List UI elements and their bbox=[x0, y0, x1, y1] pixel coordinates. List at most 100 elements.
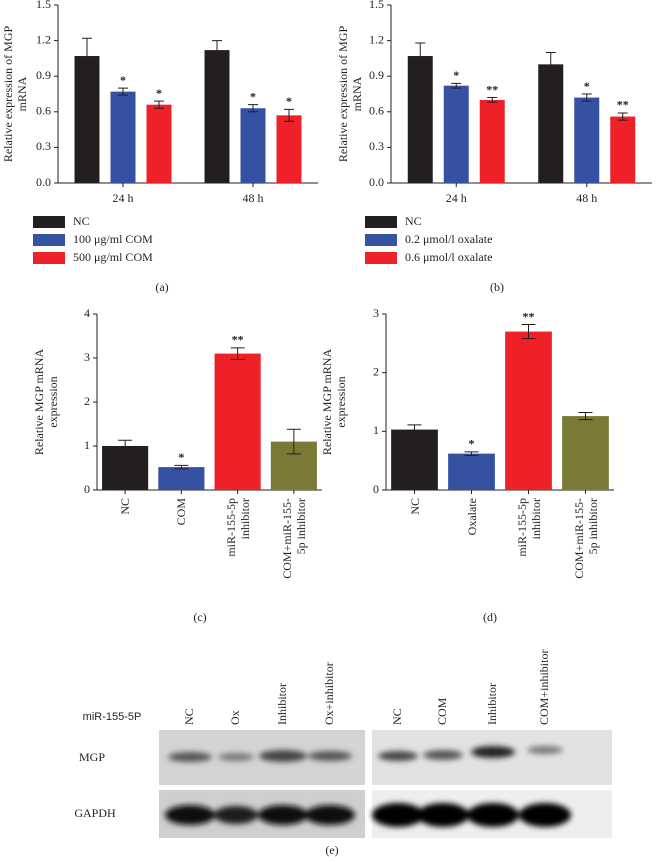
error-bar bbox=[487, 97, 498, 103]
error-bar bbox=[230, 347, 245, 360]
legend-label: 0.6 μmol/l oxalate bbox=[405, 250, 492, 264]
bar bbox=[204, 50, 230, 183]
bar bbox=[538, 64, 564, 183]
band bbox=[519, 803, 571, 827]
y-tick-label: 2 bbox=[373, 364, 379, 378]
band bbox=[527, 746, 563, 754]
legend-swatch bbox=[365, 234, 397, 246]
band bbox=[218, 753, 254, 761]
y-tick-label: 3 bbox=[373, 306, 379, 320]
y-tick-label: 1 bbox=[373, 423, 379, 437]
significance: ** bbox=[617, 98, 629, 112]
significance: * bbox=[453, 68, 459, 82]
significance: * bbox=[286, 94, 292, 108]
y-axis-title: Relative MGP mRNA expression bbox=[320, 348, 348, 456]
bar bbox=[214, 353, 261, 490]
lane-label: Ox bbox=[228, 710, 242, 725]
error-bar bbox=[284, 108, 294, 122]
lane-label: COM bbox=[435, 697, 449, 725]
bar bbox=[479, 99, 505, 183]
y-tick-label: 0.0 bbox=[36, 175, 51, 189]
x-tick-label: COM bbox=[174, 498, 189, 526]
band bbox=[258, 805, 308, 825]
bar bbox=[610, 116, 636, 183]
error-bar bbox=[464, 451, 479, 456]
panel-label: (d) bbox=[483, 610, 497, 624]
y-tick-label: 1.2 bbox=[369, 32, 384, 46]
legend-swatch bbox=[33, 234, 65, 246]
blot-header: miR-155-5P bbox=[83, 711, 142, 723]
x-tick-label: COM+miR-155-5p inhibitor bbox=[571, 498, 600, 579]
y-tick-label: 0.3 bbox=[369, 139, 384, 153]
legend-label: 100 μg/ml COM bbox=[73, 232, 153, 246]
bar bbox=[102, 446, 149, 490]
error-bar bbox=[617, 112, 628, 121]
significance: * bbox=[178, 450, 184, 464]
x-tick-label: 24 h bbox=[113, 191, 134, 205]
bar bbox=[443, 85, 469, 183]
blot-bands bbox=[165, 746, 571, 827]
error-bar bbox=[545, 51, 556, 77]
error-bar bbox=[578, 412, 593, 421]
error-bar bbox=[415, 42, 426, 70]
y-tick-label: 1.5 bbox=[369, 0, 384, 11]
error-bar bbox=[174, 464, 189, 470]
legend-swatch bbox=[33, 216, 65, 228]
panel-label: (b) bbox=[490, 280, 504, 294]
lane-label: NC bbox=[390, 708, 404, 725]
significance: * bbox=[584, 79, 590, 93]
lane-label: Inhibitor bbox=[275, 683, 289, 725]
significance: * bbox=[250, 89, 256, 103]
y-tick-label: 1.5 bbox=[36, 0, 51, 11]
error-bar bbox=[248, 104, 258, 113]
y-tick-label: 1.2 bbox=[36, 32, 51, 46]
bar bbox=[505, 331, 552, 490]
legend-label: 0.2 μmol/l oxalate bbox=[405, 232, 492, 246]
significance: * bbox=[156, 86, 162, 100]
y-tick-label: 0.9 bbox=[36, 68, 51, 82]
bar bbox=[74, 56, 100, 183]
error-bar bbox=[407, 424, 422, 435]
band bbox=[165, 805, 215, 825]
y-axis-title: Relative MGP mRNA expression bbox=[32, 348, 60, 456]
lane-label: Ox+inhibitor bbox=[322, 662, 336, 725]
band bbox=[471, 746, 515, 758]
error-bar bbox=[118, 87, 128, 96]
band bbox=[305, 805, 355, 825]
y-tick-label: 0.9 bbox=[369, 68, 384, 82]
blot-row-label: GAPDH bbox=[74, 806, 116, 820]
error-bar bbox=[154, 100, 164, 109]
band bbox=[467, 803, 519, 827]
error-bar bbox=[521, 324, 536, 340]
y-tick-label: 0.6 bbox=[36, 104, 51, 118]
panel-label: (e) bbox=[325, 843, 338, 857]
bar bbox=[407, 56, 433, 183]
error-bar bbox=[286, 428, 301, 455]
x-tick-label: miR-155-5p inhibitor bbox=[514, 498, 543, 557]
x-tick-label: NC bbox=[118, 498, 133, 515]
error-bar bbox=[118, 439, 133, 453]
significance: ** bbox=[523, 309, 535, 323]
bar bbox=[562, 416, 609, 490]
y-axis-title: Relative expression of MGP mRNA bbox=[336, 25, 364, 163]
y-tick-label: 0.6 bbox=[369, 104, 384, 118]
bar bbox=[391, 429, 438, 490]
band bbox=[372, 803, 424, 827]
lane-label: NC bbox=[182, 708, 196, 725]
legend-label: NC bbox=[405, 214, 422, 228]
y-tick-label: 0.3 bbox=[36, 139, 51, 153]
bar bbox=[276, 115, 302, 183]
bar bbox=[240, 108, 266, 183]
lane-label: COM+inhibitor bbox=[537, 650, 551, 725]
x-tick-label: COM+miR-155-5p inhibitor bbox=[279, 498, 308, 579]
legend-swatch bbox=[33, 252, 65, 264]
error-bar bbox=[451, 82, 462, 89]
band bbox=[423, 750, 463, 760]
band bbox=[308, 751, 352, 761]
band bbox=[214, 806, 258, 824]
bar bbox=[158, 467, 205, 490]
x-tick-label: 24 h bbox=[446, 191, 467, 205]
band bbox=[168, 752, 212, 762]
